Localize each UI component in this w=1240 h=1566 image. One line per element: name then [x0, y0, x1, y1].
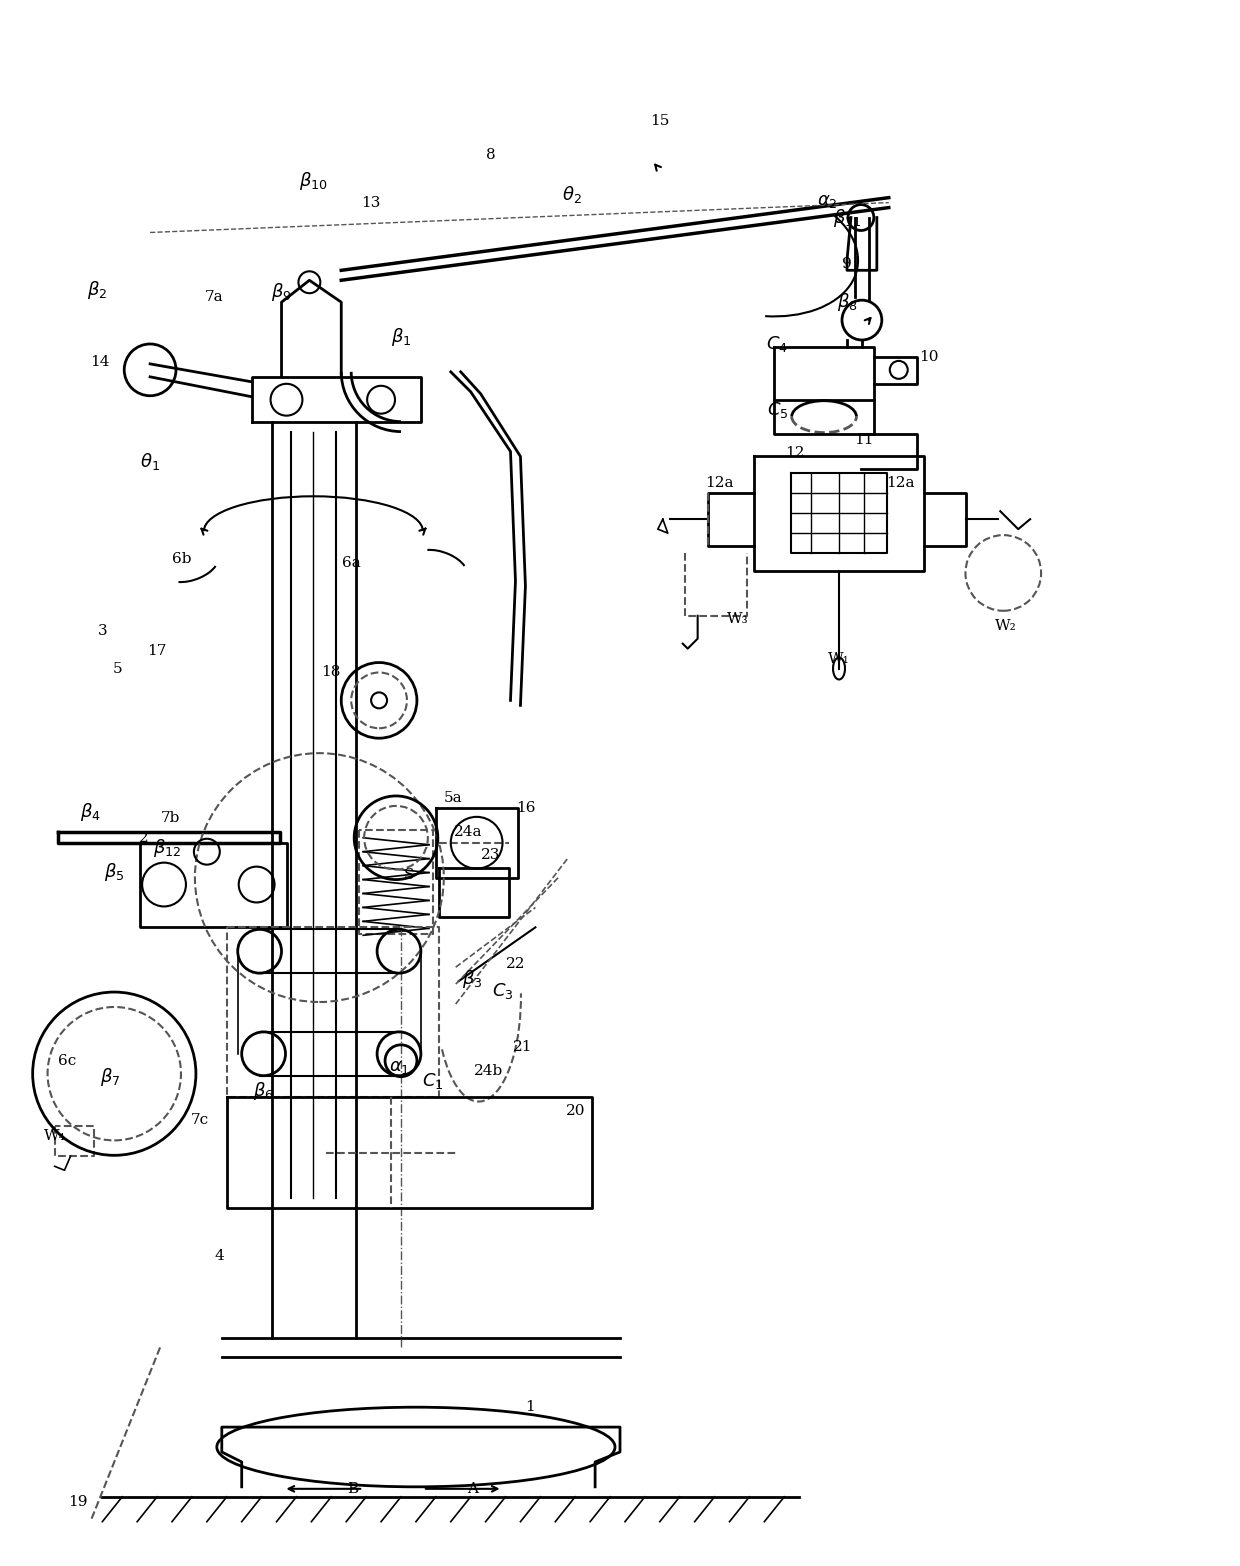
- Text: $\beta_{11}$: $\beta_{11}$: [833, 207, 861, 229]
- Text: 23: 23: [481, 847, 500, 861]
- Text: $\beta_{10}$: $\beta_{10}$: [299, 169, 327, 191]
- Text: 5a: 5a: [444, 791, 463, 805]
- Text: $C_5$: $C_5$: [766, 399, 789, 420]
- Text: 8: 8: [486, 147, 496, 161]
- Text: 24b: 24b: [474, 1063, 503, 1077]
- Text: 1: 1: [526, 1400, 536, 1414]
- Text: 16: 16: [516, 800, 536, 814]
- Text: 6a: 6a: [342, 556, 361, 570]
- Text: $\beta_7$: $\beta_7$: [100, 1066, 120, 1088]
- Text: $\beta_9$: $\beta_9$: [272, 282, 291, 304]
- Text: W₂: W₂: [996, 619, 1017, 633]
- Text: 13: 13: [361, 196, 381, 210]
- Text: B: B: [347, 1481, 358, 1496]
- Text: 3: 3: [98, 623, 107, 637]
- Text: 5: 5: [113, 661, 122, 675]
- Text: 24a: 24a: [454, 825, 482, 839]
- Text: 20: 20: [565, 1104, 585, 1118]
- Text: 6c: 6c: [58, 1054, 77, 1068]
- Text: 6b: 6b: [172, 551, 192, 565]
- Text: 7b: 7b: [160, 811, 180, 825]
- Text: 9: 9: [842, 257, 852, 271]
- Text: 4: 4: [215, 1248, 224, 1262]
- Text: A: A: [467, 1481, 479, 1496]
- Text: 21: 21: [512, 1040, 532, 1054]
- Text: $C_3$: $C_3$: [492, 980, 513, 1001]
- Text: W₄: W₄: [43, 1129, 66, 1143]
- Text: $\beta_6$: $\beta_6$: [253, 1079, 274, 1101]
- Text: 7a: 7a: [205, 290, 223, 304]
- Text: 18: 18: [321, 666, 341, 680]
- Text: 15: 15: [650, 114, 670, 128]
- Text: W₁: W₁: [828, 651, 849, 666]
- Text: 22: 22: [506, 957, 526, 971]
- Text: 12a: 12a: [706, 476, 734, 490]
- Text: $C_1$: $C_1$: [422, 1071, 444, 1090]
- Text: $\theta_1$: $\theta_1$: [140, 451, 160, 471]
- Text: S: S: [404, 868, 414, 882]
- Text: $\beta_{12}$: $\beta_{12}$: [153, 836, 181, 858]
- Text: 2: 2: [139, 830, 149, 844]
- Text: 7c: 7c: [191, 1113, 210, 1128]
- Text: 10: 10: [919, 349, 939, 363]
- Text: W₃: W₃: [727, 612, 748, 626]
- Text: $\beta_2$: $\beta_2$: [87, 279, 108, 301]
- Text: 12a: 12a: [887, 476, 915, 490]
- Text: $C_4$: $C_4$: [766, 334, 789, 354]
- Text: $\alpha_1$: $\alpha_1$: [388, 1057, 409, 1076]
- Text: $\beta_8$: $\beta_8$: [837, 291, 857, 313]
- Text: $\beta_4$: $\beta_4$: [81, 800, 100, 822]
- Text: 19: 19: [68, 1496, 87, 1508]
- Text: 14: 14: [91, 355, 110, 370]
- Text: 17: 17: [148, 644, 166, 658]
- Text: 12: 12: [785, 446, 805, 460]
- Text: 11: 11: [854, 432, 874, 446]
- Text: $\theta_2$: $\theta_2$: [562, 185, 582, 205]
- Text: $\beta_3$: $\beta_3$: [463, 968, 482, 990]
- Text: $\beta_1$: $\beta_1$: [391, 326, 412, 348]
- Text: $\alpha_2$: $\alpha_2$: [817, 191, 837, 210]
- Text: $\beta_5$: $\beta_5$: [104, 861, 124, 883]
